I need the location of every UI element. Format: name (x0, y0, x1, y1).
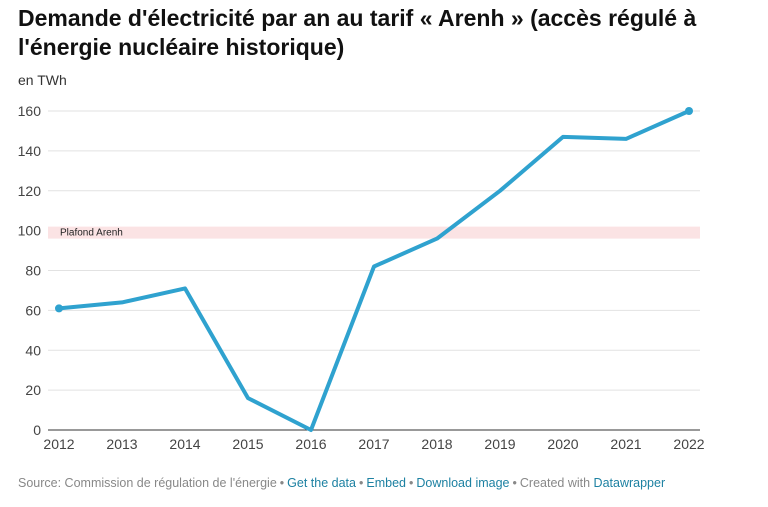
x-tick-label: 2018 (421, 436, 452, 452)
y-axis: 0 20 40 60 80 100 120 140 160 (18, 103, 42, 438)
unit-label: en TWh (18, 72, 67, 88)
line-chart: Plafond Arenh 0 20 40 60 80 100 120 140 160 2012… (18, 103, 705, 452)
y-tick-label: 0 (33, 422, 41, 438)
created-with-text: Created with (519, 476, 591, 490)
plafond-band (48, 226, 700, 239)
download-image-link[interactable]: Download image (416, 476, 510, 490)
x-tick-label: 2021 (610, 436, 641, 452)
series-line (57, 109, 691, 432)
y-tick-label: 60 (25, 302, 41, 318)
y-tick-label: 20 (25, 382, 41, 398)
x-tick-label: 2015 (232, 436, 263, 452)
y-tick-label: 140 (18, 143, 42, 159)
series-endpoints (55, 107, 693, 313)
chart-title: Demande d'électricité par an au tarif « … (18, 5, 697, 60)
y-tick-label: 120 (18, 183, 42, 199)
y-tick-label: 100 (18, 223, 42, 239)
plafond-label: Plafond Arenh (60, 228, 123, 239)
datawrapper-link[interactable]: Datawrapper (593, 476, 666, 490)
y-tick-label: 80 (25, 263, 41, 279)
x-tick-label: 2016 (295, 436, 326, 452)
get-data-link[interactable]: Get the data (287, 476, 356, 490)
x-axis: 2012 2013 2014 2015 2016 2017 2018 2019 2020 2021… (43, 436, 704, 452)
embed-link[interactable]: Embed (366, 476, 406, 490)
x-tick-label: 2012 (43, 436, 74, 452)
x-tick-label: 2017 (358, 436, 389, 452)
y-tick-label: 40 (25, 342, 41, 358)
x-tick-label: 2014 (169, 436, 200, 452)
x-tick-label: 2022 (673, 436, 704, 452)
footer: Source: Commission de régulation de l'én… (18, 476, 666, 490)
endpoint-dot (685, 107, 693, 115)
x-tick-label: 2019 (484, 436, 515, 452)
x-tick-label: 2013 (106, 436, 137, 452)
endpoint-dot (55, 304, 63, 313)
y-tick-label: 160 (18, 103, 42, 119)
x-tick-label: 2020 (547, 436, 578, 452)
source-text: Source: Commission de régulation de l'én… (18, 476, 277, 490)
